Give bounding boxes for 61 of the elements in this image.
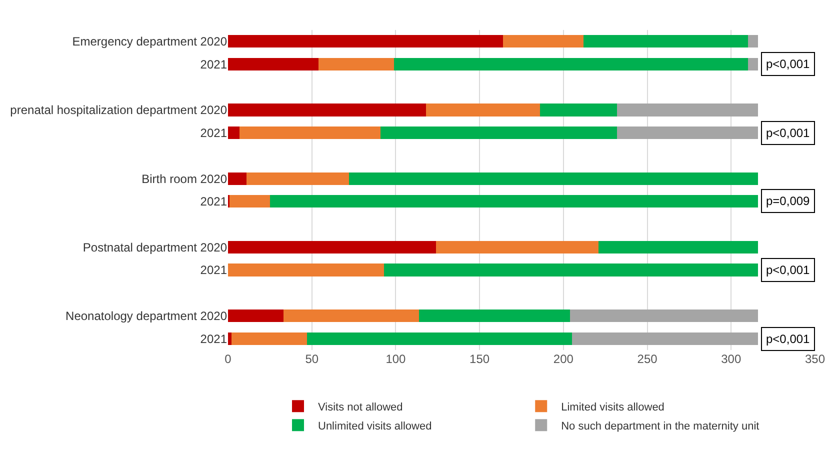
bar	[570, 309, 758, 322]
y-tick-label: 2021	[200, 57, 228, 72]
y-tick-label: 2021	[200, 332, 228, 346]
annotation: p<0,001	[766, 126, 810, 140]
bar	[246, 172, 349, 185]
bar	[228, 309, 284, 322]
bar	[231, 332, 307, 345]
y-tick-label: prenatal hospitalization department 2020	[10, 103, 228, 118]
bar	[228, 126, 240, 140]
bar	[584, 35, 748, 48]
annotation: p<0,001	[766, 332, 810, 346]
x-tick-label: 300	[721, 352, 742, 366]
legend-label: Visits not allowed	[318, 401, 403, 414]
bar	[748, 58, 758, 71]
bar	[228, 240, 436, 254]
bar	[540, 104, 618, 116]
bar	[228, 58, 319, 71]
bar	[426, 104, 540, 116]
legend-label: No such department in the maternity unit	[561, 420, 760, 432]
x-tick-label: 250	[637, 352, 658, 366]
bar	[228, 264, 384, 276]
bar	[419, 309, 570, 322]
bar	[228, 104, 426, 116]
bar	[748, 35, 758, 48]
bar	[228, 332, 232, 345]
x-tick-label: 0	[224, 352, 232, 366]
y-tick-label: 2021	[200, 263, 228, 278]
bar	[503, 35, 584, 48]
bar	[348, 172, 758, 185]
annotation: p<0,001	[766, 57, 810, 71]
y-tick-label: Emergency department 2020	[72, 34, 228, 49]
x-tick-label: 200	[553, 352, 574, 366]
legend-label: Unlimited visits allowed	[318, 420, 432, 432]
annotation: p=0,009	[766, 194, 810, 208]
bar	[380, 126, 618, 140]
x-tick-label: 100	[386, 352, 406, 366]
bar	[384, 264, 758, 276]
bar	[230, 195, 270, 208]
bar	[283, 309, 420, 322]
bar	[270, 195, 758, 208]
bar	[228, 35, 504, 48]
bar	[394, 58, 748, 71]
bar	[318, 58, 394, 71]
bar	[617, 104, 758, 116]
bar	[598, 240, 758, 254]
bar	[436, 240, 599, 254]
y-tick-label: 2021	[200, 126, 228, 140]
legend-label: Limited visits allowed	[561, 401, 664, 414]
bar	[240, 126, 381, 140]
bar	[617, 126, 758, 140]
bar	[572, 332, 758, 345]
bar	[306, 332, 572, 345]
y-tick-label: 2021	[200, 194, 228, 209]
bar	[228, 172, 246, 185]
x-tick-label: 150	[470, 352, 490, 366]
y-tick-label: Birth room 2020	[142, 172, 228, 186]
annotation: p<0,001	[766, 263, 810, 277]
x-tick-label: 50	[305, 352, 319, 366]
y-tick-label: Neonatology department 2020	[66, 308, 228, 323]
x-tick-label: 350	[804, 352, 826, 366]
y-tick-label: Postnatal department 2020	[82, 240, 228, 254]
